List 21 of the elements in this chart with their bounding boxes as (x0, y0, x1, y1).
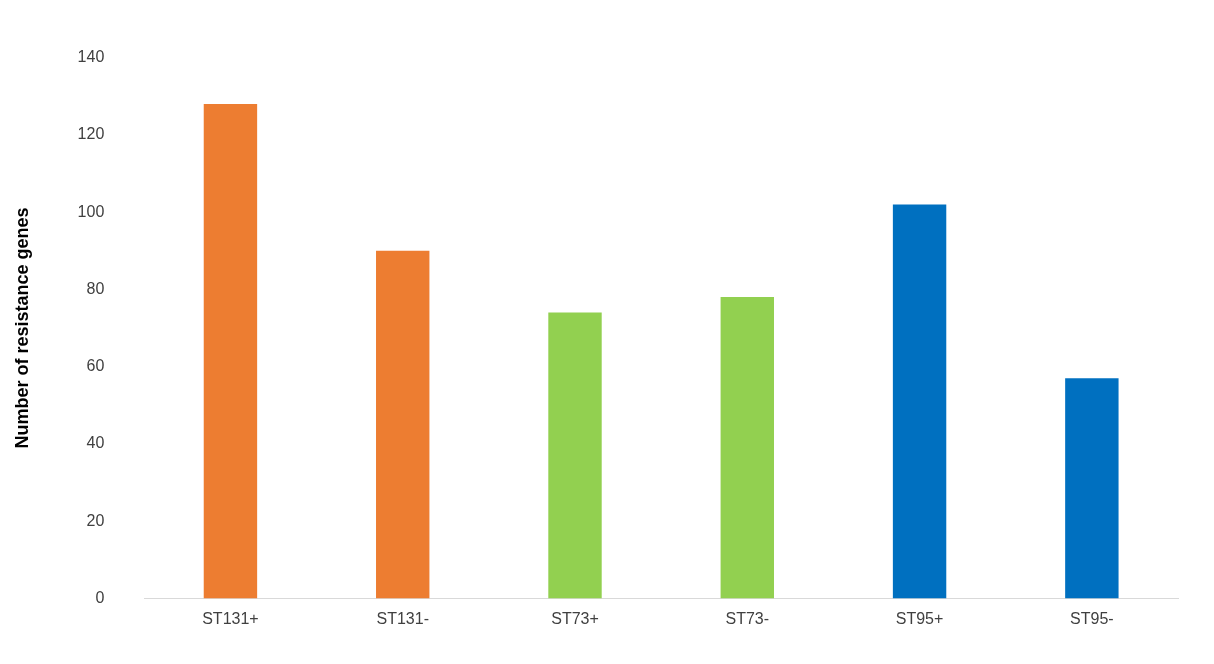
y-tick-label: 140 (77, 48, 105, 66)
bar (376, 250, 430, 599)
x-tick-label: ST73- (725, 610, 770, 628)
bar (892, 204, 947, 599)
y-tick-label: 0 (95, 588, 105, 606)
y-tick-label: 60 (86, 357, 105, 375)
bar (1065, 378, 1119, 599)
x-tick-label: ST73+ (551, 610, 599, 628)
bar (720, 297, 774, 599)
y-tick-label: 100 (77, 202, 105, 220)
x-tick-label: ST95+ (895, 610, 944, 628)
y-tick-label: 40 (86, 434, 105, 452)
bar (203, 103, 258, 599)
x-tick-label: ST131- (376, 610, 429, 628)
y-tick-label: 20 (86, 511, 105, 529)
y-tick-label: 80 (86, 279, 105, 297)
bar (548, 312, 602, 599)
x-tick-label: ST95- (1070, 610, 1114, 628)
y-tick-label: 120 (77, 125, 105, 143)
x-tick-label: ST131+ (202, 610, 259, 628)
y-axis-title: Number of resistance genes (11, 207, 32, 449)
